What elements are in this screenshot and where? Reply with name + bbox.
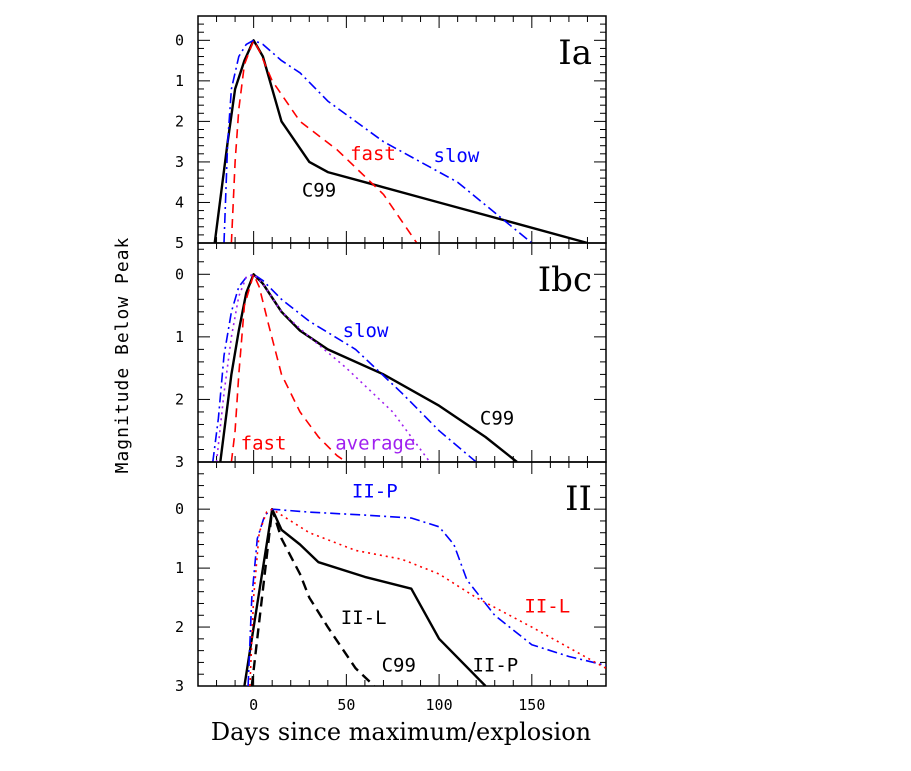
series-annotation: C99 <box>302 179 336 201</box>
panel-label: Ia <box>558 33 592 73</box>
panel-label: II <box>565 479 592 519</box>
series-annotation: C99 <box>382 654 416 676</box>
x-tick-label: 50 <box>337 696 355 714</box>
y-tick-label: 1 <box>175 72 184 90</box>
series-annotation: II-P <box>472 654 518 676</box>
y-tick-label: 2 <box>175 390 184 408</box>
y-tick-label: 1 <box>175 559 184 577</box>
panel-label: Ibc <box>538 260 592 300</box>
panels-layer: 0 1 2 3 4 5 fast slow C99 Ia 0 1 2 3 slow C99 fast averag… <box>175 15 607 714</box>
series-annotation: fast <box>241 432 287 454</box>
series-annotation: II-P <box>352 480 398 502</box>
series-line-1 <box>213 39 588 243</box>
series-group <box>213 39 588 243</box>
series-annotation: fast <box>350 143 396 165</box>
series-annotation: II-L <box>341 607 387 629</box>
y-tick-label: 3 <box>175 677 184 695</box>
x-axis-title: Days since maximum/explosion <box>211 718 591 746</box>
series-annotation: slow <box>434 145 480 167</box>
series-line-3 <box>223 39 533 243</box>
series-group <box>243 508 606 686</box>
series-line-1 <box>219 273 518 462</box>
series-annotation: average <box>335 432 415 454</box>
y-tick-label: 2 <box>175 112 184 130</box>
series-annotation: C99 <box>480 407 514 429</box>
series-line-3 <box>247 508 606 686</box>
y-tick-label: 3 <box>175 453 184 471</box>
y-tick-label: 4 <box>175 193 184 211</box>
series-line-2 <box>230 273 347 462</box>
series-line-3 <box>212 273 477 462</box>
y-tick-label: 0 <box>175 500 184 518</box>
y-tick-label: 3 <box>175 153 184 171</box>
x-tick-label: 0 <box>249 696 258 714</box>
panel-ibc: 0 1 2 3 slow C99 fast average Ibc <box>175 242 607 471</box>
y-tick-label: 0 <box>175 31 184 49</box>
y-tick-label: 5 <box>175 234 184 252</box>
y-tick-label: 2 <box>175 618 184 636</box>
panel-frame <box>197 461 607 687</box>
series-line-1 <box>243 508 487 686</box>
series-group <box>212 273 518 462</box>
x-tick-label: 150 <box>518 696 545 714</box>
series-annotation: II-L <box>524 595 570 617</box>
panel-ii: 0 1 2 3 II-P II-L II-L C99 II-P II <box>175 461 607 695</box>
series-annotation: slow <box>343 320 389 342</box>
series-line-2 <box>230 39 418 243</box>
y-tick-label: 1 <box>175 328 184 346</box>
y-tick-label: 0 <box>175 265 184 283</box>
series-line-2 <box>250 508 376 686</box>
panel-ia: 0 1 2 3 4 5 fast slow C99 Ia <box>175 15 607 252</box>
x-tick-label: 100 <box>426 696 453 714</box>
y-axis-title: Magnitude Below Peak <box>112 237 133 474</box>
